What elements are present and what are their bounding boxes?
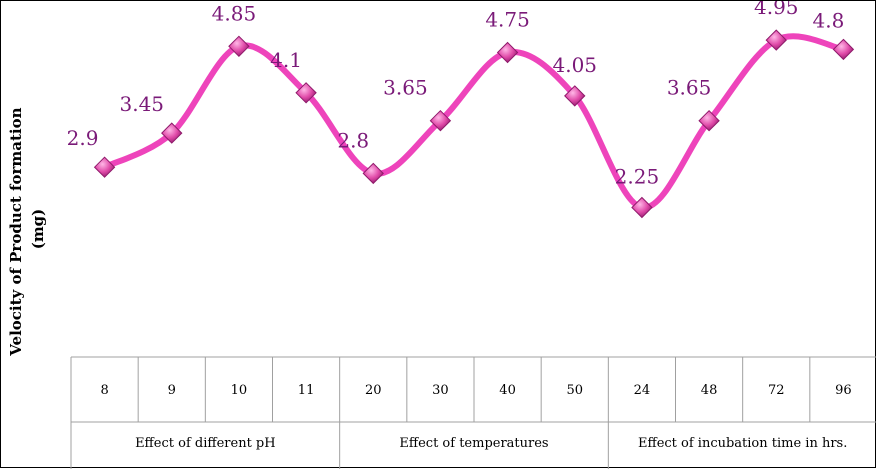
x-tick-label: 20 <box>365 383 382 398</box>
data-label: 3.45 <box>119 92 164 116</box>
x-tick-label: 11 <box>298 383 315 398</box>
data-point-marker <box>362 162 384 185</box>
x-group-label: Effect of temperatures <box>399 436 548 451</box>
data-point-marker <box>496 41 519 64</box>
data-label: 4.1 <box>270 48 302 72</box>
y-axis-title: Velocity of Product formation (mg) <box>7 102 47 356</box>
x-tick-label: 40 <box>499 383 516 398</box>
data-labels: 2.9 3.45 4.85 4.1 2.8 3.65 4.75 4.05 2.25 3.65 4.9… <box>67 1 845 189</box>
data-point-marker <box>832 38 855 61</box>
x-tick-label: 48 <box>701 383 718 398</box>
data-label: 2.25 <box>615 165 660 189</box>
series-line <box>101 33 847 211</box>
x-tick-label: 96 <box>835 383 852 398</box>
data-point-marker <box>93 156 116 178</box>
data-label: 3.65 <box>383 76 428 100</box>
x-tick-label: 8 <box>100 383 108 398</box>
data-label: 4.05 <box>552 53 597 77</box>
data-label: 4.75 <box>485 8 530 32</box>
data-label: 4.8 <box>813 8 845 32</box>
data-point-marker <box>429 109 452 132</box>
data-label: 4.95 <box>754 1 799 19</box>
data-label: 2.8 <box>337 128 369 152</box>
series-markers <box>93 29 855 219</box>
data-label: 4.85 <box>212 1 257 25</box>
data-point-marker <box>765 29 787 51</box>
data-point-marker <box>295 82 317 104</box>
x-tick-label: 9 <box>168 383 176 398</box>
x-tick-label: 10 <box>231 383 248 398</box>
x-tick-label: 50 <box>566 383 583 398</box>
data-point-marker <box>698 109 720 132</box>
data-point-marker <box>161 122 183 144</box>
x-tick-label: 24 <box>634 383 651 398</box>
x-tick-label: 72 <box>768 383 785 398</box>
x-group-label: Effect of incubation time in hrs. <box>638 436 847 451</box>
y-axis-title-line-2: (mg) <box>29 209 47 250</box>
x-group-label: Effect of different pH <box>135 436 276 451</box>
data-label: 3.65 <box>667 76 712 100</box>
data-point-marker <box>564 85 586 107</box>
x-tick-label: 30 <box>432 383 449 398</box>
data-point-marker <box>631 196 653 219</box>
data-label: 2.9 <box>67 126 99 150</box>
category-table: 8 9 10 11 20 30 40 50 24 48 72 96 Effect of differen… <box>70 356 876 469</box>
y-axis-title-line-1: Velocity of Product formation <box>7 107 25 356</box>
data-point-marker <box>228 35 250 58</box>
